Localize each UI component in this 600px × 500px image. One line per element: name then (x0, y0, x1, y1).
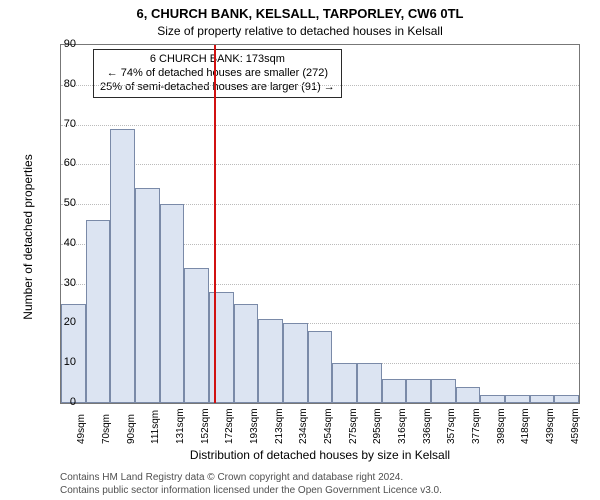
histogram-bar (357, 363, 382, 403)
x-tick-label: 152sqm (200, 408, 211, 444)
histogram-bar (505, 395, 530, 403)
gridline (61, 164, 579, 165)
x-tick-label: 172sqm (224, 408, 235, 444)
y-tick-label: 50 (46, 197, 76, 209)
y-tick-label: 20 (46, 316, 76, 328)
y-tick-label: 10 (46, 356, 76, 368)
y-tick-label: 90 (46, 38, 76, 50)
y-axis-label: Number of detached properties (21, 137, 35, 337)
gridline (61, 125, 579, 126)
footer-line-1: Contains HM Land Registry data © Crown c… (60, 472, 580, 483)
x-tick-label: 49sqm (76, 414, 87, 444)
annotation-line-1: 6 CHURCH BANK: 173sqm (100, 53, 335, 67)
x-tick-label: 193sqm (249, 408, 260, 444)
x-tick-label: 316sqm (397, 408, 408, 444)
x-axis-label: Distribution of detached houses by size … (60, 448, 580, 462)
y-tick-label: 70 (46, 118, 76, 130)
footer-line-2: Contains public sector information licen… (60, 485, 580, 496)
histogram-bar (160, 204, 185, 403)
x-tick-label: 336sqm (422, 408, 433, 444)
page-subtitle: Size of property relative to detached ho… (0, 24, 600, 38)
x-tick-label: 398sqm (496, 408, 507, 444)
histogram-bar (554, 395, 579, 403)
annotation-line-2: ← 74% of detached houses are smaller (27… (100, 67, 335, 81)
y-tick-label: 0 (46, 396, 76, 408)
y-tick-label: 30 (46, 277, 76, 289)
x-tick-label: 213sqm (274, 408, 285, 444)
annotation-line-3: 25% of semi-detached houses are larger (… (100, 81, 335, 95)
y-tick-label: 40 (46, 237, 76, 249)
histogram-bar (184, 268, 209, 403)
histogram-bar (308, 331, 333, 403)
histogram-bar (234, 304, 259, 403)
histogram-bar (530, 395, 555, 403)
x-tick-label: 357sqm (446, 408, 457, 444)
histogram-bar (86, 220, 111, 403)
x-tick-label: 111sqm (150, 410, 161, 444)
annotation-box: 6 CHURCH BANK: 173sqm ← 74% of detached … (93, 49, 342, 98)
x-tick-label: 295sqm (372, 408, 383, 444)
x-tick-label: 377sqm (471, 408, 482, 444)
histogram-bar (382, 379, 407, 403)
x-tick-label: 439sqm (545, 408, 556, 444)
x-tick-label: 90sqm (126, 414, 137, 444)
histogram-bar (110, 129, 135, 403)
histogram-bar (258, 319, 283, 403)
x-tick-label: 275sqm (348, 408, 359, 444)
histogram-bar (456, 387, 481, 403)
x-tick-label: 459sqm (570, 408, 581, 444)
x-tick-label: 70sqm (101, 414, 112, 444)
histogram-bar (332, 363, 357, 403)
x-tick-label: 254sqm (323, 408, 334, 444)
y-tick-label: 80 (46, 78, 76, 90)
histogram-bar (406, 379, 431, 403)
histogram-bar (283, 323, 308, 403)
x-tick-label: 131sqm (175, 408, 186, 444)
page-title: 6, CHURCH BANK, KELSALL, TARPORLEY, CW6 … (0, 6, 600, 21)
histogram-bar (431, 379, 456, 403)
chart-plot-area: 6 CHURCH BANK: 173sqm ← 74% of detached … (60, 44, 580, 404)
x-tick-label: 418sqm (520, 408, 531, 444)
histogram-bar (135, 188, 160, 403)
histogram-bar (480, 395, 505, 403)
x-tick-label: 234sqm (298, 408, 309, 444)
y-tick-label: 60 (46, 157, 76, 169)
gridline (61, 85, 579, 86)
marker-line (214, 45, 216, 403)
histogram-bar (209, 292, 234, 403)
